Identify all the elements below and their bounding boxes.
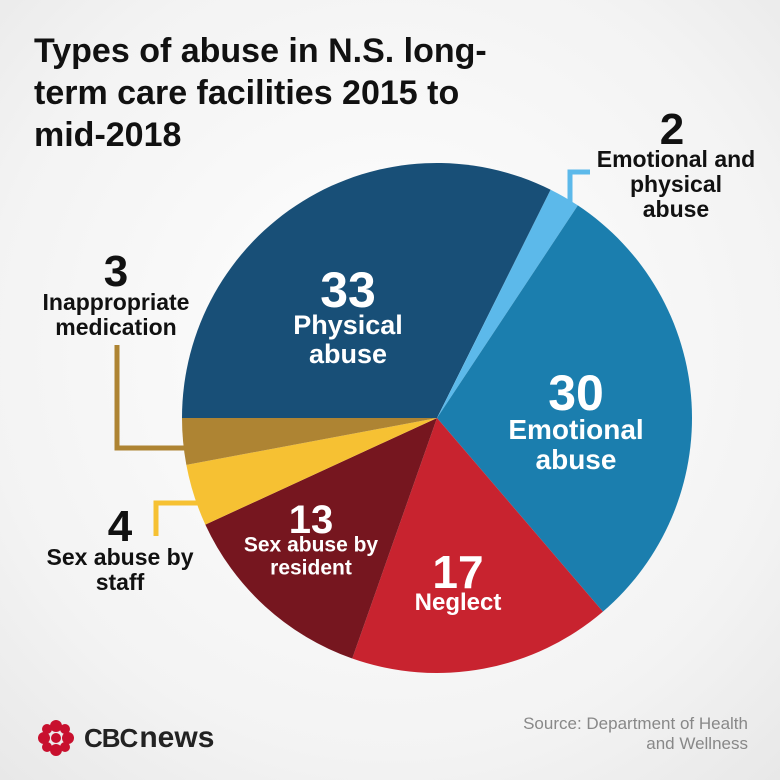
category-label: Physical abuse	[293, 309, 403, 369]
pie-slice	[182, 418, 437, 465]
pie-slice	[352, 418, 603, 674]
leader-line	[153, 500, 205, 536]
pie-slice	[437, 189, 578, 418]
logo-cbc: CBC	[84, 722, 138, 753]
value-label: 2	[659, 105, 685, 154]
category-label: Neglect	[414, 589, 502, 617]
pie	[182, 162, 693, 674]
chart-title: Types of abuse in N.S. long-term care fa…	[34, 32, 487, 154]
value-label: 13	[288, 498, 334, 542]
category-label: Sex abuse by resident	[243, 533, 379, 579]
logo-news: news	[139, 721, 215, 754]
value-label: 3	[103, 247, 129, 296]
value-label: 4	[107, 502, 133, 551]
logo: CBC news	[36, 716, 214, 760]
pie-slice	[182, 162, 551, 418]
pie-slice	[437, 205, 693, 612]
category-label: Emotional abuse	[508, 413, 644, 475]
category-label: Emotional and physical abuse	[596, 145, 756, 222]
category-label: Inappropriate medication	[42, 289, 190, 340]
pie-slice	[186, 418, 437, 525]
value-label: 17	[432, 546, 484, 598]
source: Source: Department of Health and Wellnes…	[523, 714, 748, 753]
category-label: Sex abuse by staff	[46, 544, 194, 595]
leader-line	[553, 169, 590, 209]
leader-line	[114, 345, 186, 451]
value-label: 30	[548, 365, 604, 421]
value-label: 33	[320, 262, 376, 318]
logo-mark	[38, 720, 74, 756]
pie-slice	[205, 418, 437, 659]
leaders	[114, 169, 590, 536]
